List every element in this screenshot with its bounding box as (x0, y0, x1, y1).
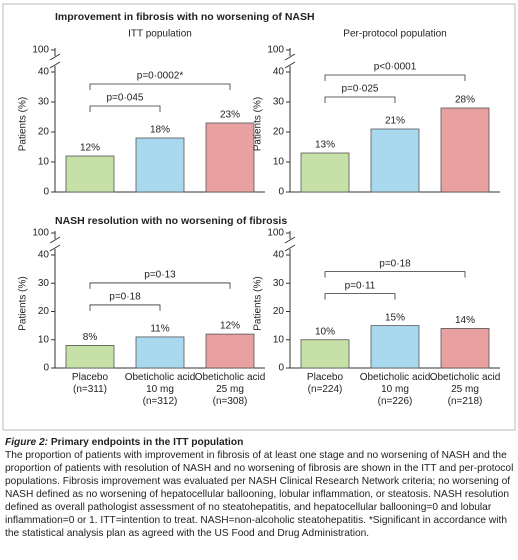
axis-break (49, 236, 61, 244)
value-label: 12% (220, 321, 240, 332)
bar (370, 128, 420, 193)
axis-break (284, 53, 296, 61)
y-tick-label: 40 (273, 67, 285, 78)
bar (205, 333, 255, 369)
value-label: 23% (220, 110, 240, 121)
bar (65, 155, 115, 193)
y-tick-label: 100 (32, 228, 49, 239)
x-tick-label: Obeticholic acid 25 mg (n=308) (194, 372, 266, 407)
value-label: 21% (385, 116, 405, 127)
figure-frame (2, 3, 516, 431)
bar (135, 336, 185, 369)
bar (440, 107, 490, 193)
caption-title: Primary endpoints in the ITT population (50, 437, 244, 448)
bar (300, 339, 350, 369)
axis-break (49, 61, 61, 69)
x-tick-label: Obeticholic acid 10 mg (n=312) (124, 372, 196, 407)
y-axis-label: Patients (%) (18, 97, 29, 151)
y-tick-label: 0 (43, 187, 49, 198)
x-tick-label-box: Placebo (n=224) (306, 372, 344, 395)
x-tick-label-box: Obeticholic acid 25 mg (n=308) (194, 372, 266, 407)
x-tick-label: Obeticholic acid 10 mg (n=226) (359, 372, 431, 407)
bar (205, 122, 255, 193)
axis-break (49, 53, 61, 61)
value-label: 28% (455, 95, 475, 106)
y-tick-label: 20 (273, 306, 285, 317)
y-tick-label: 0 (278, 187, 284, 198)
y-tick-label: 10 (38, 334, 50, 345)
axis-break (284, 244, 296, 252)
y-tick-label: 20 (38, 127, 50, 138)
comparison-bracket (324, 74, 466, 81)
y-tick-label: 30 (273, 278, 285, 289)
section-title: Improvement in fibrosis with no worsenin… (55, 11, 315, 23)
p-value: p=0·18 (109, 292, 141, 303)
comparison-bracket (89, 282, 231, 289)
comparison-bracket (324, 271, 466, 278)
caption-text: The proportion of patients with improvem… (5, 450, 514, 539)
bar (440, 328, 490, 369)
y-tick-label: 40 (38, 250, 50, 261)
bar (65, 344, 115, 369)
chart-subtitle: ITT population (128, 29, 192, 40)
y-tick-label: 100 (267, 45, 284, 56)
axis-break (284, 236, 296, 244)
value-label: 8% (83, 332, 98, 343)
y-tick-label: 30 (38, 278, 50, 289)
x-tick-label-box: Placebo (n=311) (71, 372, 109, 395)
comparison-bracket (89, 304, 161, 311)
value-label: 12% (80, 143, 100, 154)
p-value: p=0·11 (345, 280, 376, 291)
p-value: p=0·13 (144, 270, 176, 281)
x-tick-label-box: Obeticholic acid 10 mg (n=312) (124, 372, 196, 407)
p-value: p=0·0002* (137, 71, 184, 82)
caption-label: Figure 2: (5, 437, 49, 448)
section-title: NASH resolution with no worsening of fib… (55, 215, 287, 227)
y-tick-label: 20 (38, 306, 50, 317)
comparison-bracket (324, 293, 396, 300)
x-tick-label-box: Obeticholic acid 25 mg (n=218) (429, 372, 501, 407)
y-tick-label: 20 (273, 127, 285, 138)
p-value: p=0·18 (379, 258, 411, 269)
caption: Figure 2: Primary endpoints in the ITT p… (5, 436, 515, 540)
chart: Improvement in fibrosis with no worsenin… (2, 3, 516, 431)
y-axis-label: Patients (%) (253, 97, 264, 151)
x-tick-label: Placebo (n=311) (71, 372, 109, 395)
value-label: 18% (150, 125, 170, 136)
y-tick-label: 100 (267, 228, 284, 239)
value-label: 10% (315, 326, 335, 337)
p-value: p=0·045 (107, 93, 144, 104)
y-tick-label: 30 (273, 97, 285, 108)
comparison-bracket (89, 83, 231, 90)
bar (370, 325, 420, 369)
y-tick-label: 0 (43, 363, 49, 374)
value-label: 11% (150, 324, 169, 335)
y-axis-label: Patients (%) (253, 276, 264, 330)
comparison-bracket (324, 96, 396, 103)
y-tick-label: 10 (273, 334, 285, 345)
x-tick-label: Placebo (n=224) (306, 372, 344, 395)
x-tick-label-box: Obeticholic acid 10 mg (n=226) (359, 372, 431, 407)
y-tick-label: 100 (32, 45, 49, 56)
y-tick-label: 30 (38, 97, 50, 108)
value-label: 14% (455, 315, 475, 326)
y-axis-label: Patients (%) (18, 276, 29, 330)
y-tick-label: 0 (278, 363, 284, 374)
y-tick-label: 10 (273, 157, 285, 168)
axis-break (49, 244, 61, 252)
y-tick-label: 40 (273, 250, 285, 261)
y-tick-label: 40 (38, 67, 50, 78)
bar (300, 152, 350, 193)
p-value: p<0·0001 (374, 62, 417, 73)
value-label: 15% (385, 312, 405, 323)
chart-subtitle: Per-protocol population (343, 29, 446, 40)
bar (135, 137, 185, 193)
axis-break (284, 61, 296, 69)
p-value: p=0·025 (342, 84, 379, 95)
x-tick-label: Obeticholic acid 25 mg (n=218) (429, 372, 501, 407)
y-tick-label: 10 (38, 157, 50, 168)
comparison-bracket (89, 105, 161, 112)
value-label: 13% (315, 140, 335, 151)
